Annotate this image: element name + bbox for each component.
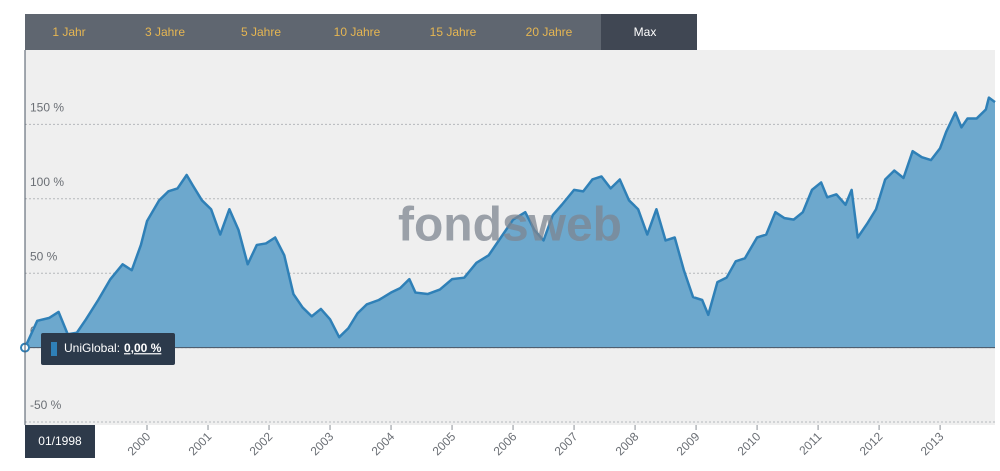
series — [20, 96, 996, 353]
x-tick-label: 2000 — [125, 429, 154, 458]
tab-label: 5 Jahre — [241, 25, 281, 39]
x-tick-label: 2012 — [857, 429, 886, 458]
tab-background — [121, 14, 217, 50]
x-axis: 2000 2001 2002 2003 2004 2005 2006 2007 2008 2009… — [125, 425, 947, 458]
tab-label: 1 Jahr — [52, 25, 85, 39]
y-tick-label: 50 % — [30, 249, 58, 263]
tab-bar: 1 Jahr 3 Jahre 5 Jahre 10 Jahre 15 Jahre 20 J… — [25, 14, 697, 50]
x-tick-label: 2001 — [186, 429, 215, 458]
cursor-label-text: 01/1998 — [38, 434, 82, 448]
tab[interactable]: 1 Jahr — [25, 14, 121, 50]
y-tick-label: 100 % — [30, 175, 64, 189]
tab-background — [409, 14, 505, 50]
y-tick-label: 150 % — [30, 101, 64, 115]
x-tick-label: 2009 — [674, 429, 703, 458]
x-tick-label: 2010 — [735, 429, 764, 458]
tooltip-value: 0,00 % — [124, 341, 162, 355]
tab-label: 15 Jahre — [430, 25, 477, 39]
tab-label: Max — [634, 25, 657, 39]
y-tick-label: -50 % — [30, 398, 62, 412]
tab[interactable]: 15 Jahre — [409, 14, 505, 50]
x-tick-label: 2013 — [918, 429, 947, 458]
tab[interactable]: 20 Jahre — [505, 14, 601, 50]
x-tick-label: 2011 — [796, 429, 824, 457]
x-tick-label: 2003 — [308, 429, 337, 458]
x-tick-label: 2005 — [430, 429, 459, 458]
cursor-label-box — [25, 425, 95, 458]
area-line — [23, 96, 996, 349]
tab-background — [25, 14, 121, 50]
cursor-label: 01/1998 — [25, 425, 95, 458]
tab-background — [505, 14, 601, 50]
tab[interactable]: 10 Jahre — [313, 14, 409, 50]
tooltip-box — [41, 333, 175, 365]
tooltip-label: UniGlobal: — [64, 341, 120, 355]
x-tick-label: 2008 — [613, 429, 642, 458]
tab-label: 3 Jahre — [145, 25, 185, 39]
area-fill — [25, 97, 995, 348]
tab-label: 20 Jahre — [526, 25, 573, 39]
x-tick-label: 2007 — [552, 429, 581, 458]
x-tick-label: 2002 — [247, 429, 276, 458]
tab-background — [601, 14, 697, 50]
tab-label: 10 Jahre — [334, 25, 381, 39]
x-tick-label: 2004 — [369, 429, 398, 458]
x-tick-label: 2006 — [491, 429, 520, 458]
tooltip: UniGlobal: 0,00 % — [41, 333, 175, 365]
tooltip-swatch — [51, 342, 57, 356]
tab-background — [217, 14, 313, 50]
tab[interactable]: 5 Jahre — [217, 14, 313, 50]
tab[interactable]: 3 Jahre — [121, 14, 217, 50]
watermark: fondsweb — [398, 199, 622, 252]
tab-background — [313, 14, 409, 50]
tab[interactable]: Max — [601, 14, 697, 50]
